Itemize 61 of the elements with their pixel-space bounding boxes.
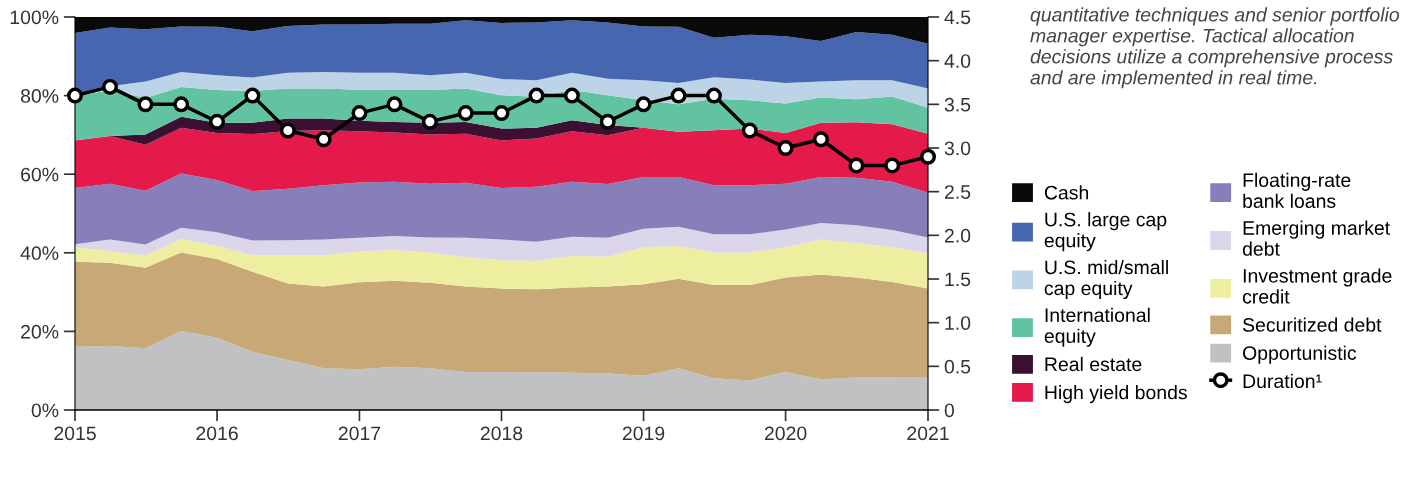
point [741,122,758,139]
y2-tick-label: 0 [944,403,955,418]
legend-label: High yield bonds [1045,385,1187,404]
point [457,105,474,122]
point [493,105,510,122]
legend-label: Opportunistic [1243,345,1357,364]
point [705,87,722,104]
legend-label: Investment grade credit [1242,268,1392,304]
y2-tick-label: 1.0 [945,316,971,330]
y2-tick-label: 3.0 [944,141,971,156]
y2-tick-label: 2.0 [944,228,971,243]
legend-label: Securitized debt [1242,317,1382,332]
legend-label: International equity [1044,307,1150,347]
y-tick-label: 20% [21,324,59,339]
point [884,157,901,174]
point [421,113,438,130]
x-tick-label: 2020 [764,426,807,441]
y-tick-label: 100% [10,10,59,25]
y-tick-label: 80% [20,89,59,103]
point [173,96,190,113]
x-tick-label: 2015 [54,426,96,441]
y2-tick-label: 4.5 [944,10,971,25]
point [67,87,83,104]
point [386,96,403,113]
x-tick-label: 2021 [907,426,949,441]
point [670,87,687,104]
point [848,157,865,174]
x-tick-label: 2016 [196,426,238,441]
y-tick-label: 0% [31,403,59,418]
x-tick-label: 2019 [622,426,665,441]
text: quantitative techniques and senior portfolio manager expertise. Tactical allocation decisions utilize a comprehensive process and are implemented in real time. [1030,7,1400,89]
y2-tick-label: 4.0 [944,54,971,68]
y2-tick-label: 3.5 [944,97,971,112]
point [315,131,332,148]
point [102,78,119,95]
point [813,131,829,148]
y2-tick-label: 0.5 [944,359,971,374]
point [777,140,794,156]
point [279,122,296,139]
legend-label: U.S. mid/small cap equity [1044,259,1168,300]
point [563,87,580,104]
point [599,113,616,130]
legend-label: Floating-rate bank loans [1243,172,1351,208]
y-tick-label: 60% [21,167,59,182]
x-tick-label: 2018 [480,426,523,441]
legend-label: U.S. large cap equity [1044,212,1167,252]
y-tick-label: 40% [20,246,59,261]
legend-label: Emerging market debt [1242,220,1390,256]
legend-label: Cash [1044,185,1089,200]
legend-label: Real estate [1045,356,1142,372]
legend-label: Duration¹ [1243,373,1322,389]
point [244,87,261,104]
y2-tick-label: 2.5 [944,185,971,199]
point [137,96,154,113]
point [920,148,936,165]
point [209,113,226,130]
x-tick-label: 2017 [338,426,381,441]
point [528,87,545,104]
y2-tick-label: 1.5 [945,272,971,287]
point [635,96,652,113]
point [351,105,368,122]
